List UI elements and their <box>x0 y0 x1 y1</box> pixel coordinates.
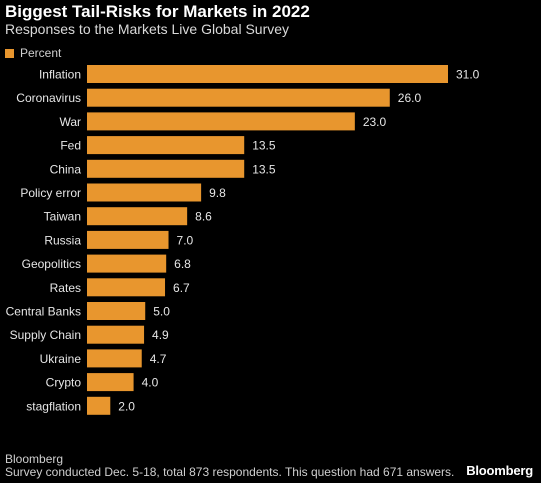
value-label: 23.0 <box>363 115 387 129</box>
bar <box>87 112 355 131</box>
value-label: 26.0 <box>398 91 422 105</box>
bar <box>87 254 167 273</box>
bar <box>87 136 245 155</box>
chart-title: Biggest Tail-Risks for Markets in 2022 <box>5 2 310 21</box>
value-label: 13.5 <box>252 139 276 153</box>
category-label: Inflation <box>39 68 81 82</box>
bar <box>87 349 142 368</box>
category-label: Geopolitics <box>22 257 81 271</box>
category-label: Supply Chain <box>10 328 81 342</box>
category-label: Rates <box>50 281 81 295</box>
value-label: 13.5 <box>252 162 276 176</box>
bar <box>87 278 166 297</box>
value-label: 4.9 <box>152 328 169 342</box>
value-label: 7.0 <box>177 233 194 247</box>
value-label: 8.6 <box>195 210 212 224</box>
bar <box>87 183 202 202</box>
category-label: Ukraine <box>40 352 82 366</box>
bar <box>87 373 134 392</box>
bar <box>87 230 169 249</box>
bar <box>87 396 111 415</box>
bar <box>87 207 188 226</box>
category-label: Central Banks <box>6 305 81 319</box>
bar <box>87 159 245 178</box>
bloomberg-logo: Bloomberg <box>466 463 533 478</box>
value-label: 5.0 <box>153 305 170 319</box>
bar <box>87 88 390 107</box>
category-label: Policy error <box>20 186 81 200</box>
category-label: Taiwan <box>44 210 81 224</box>
value-label: 31.0 <box>456 68 480 82</box>
bar <box>87 65 448 83</box>
category-label: War <box>59 115 81 129</box>
category-label: stagflation <box>26 399 81 413</box>
legend-swatch <box>5 48 14 58</box>
category-label: China <box>50 162 82 176</box>
value-label: 6.7 <box>173 281 190 295</box>
category-label: Coronavirus <box>16 91 81 105</box>
category-label: Fed <box>60 139 81 153</box>
footnote: Survey conducted Dec. 5-18, total 873 re… <box>5 465 455 479</box>
source-label: Bloomberg <box>5 452 64 466</box>
value-label: 4.0 <box>142 376 159 390</box>
category-label: Crypto <box>46 376 82 390</box>
value-label: 9.8 <box>209 186 226 200</box>
legend-label: Percent <box>20 46 62 60</box>
value-label: 6.8 <box>174 257 191 271</box>
legend: Percent <box>5 46 61 60</box>
category-label: Russia <box>44 233 81 247</box>
chart-subtitle: Responses to the Markets Live Global Sur… <box>5 21 290 37</box>
bar <box>87 325 145 344</box>
value-label: 4.7 <box>150 352 167 366</box>
bar <box>87 302 146 320</box>
value-label: 2.0 <box>118 399 135 413</box>
